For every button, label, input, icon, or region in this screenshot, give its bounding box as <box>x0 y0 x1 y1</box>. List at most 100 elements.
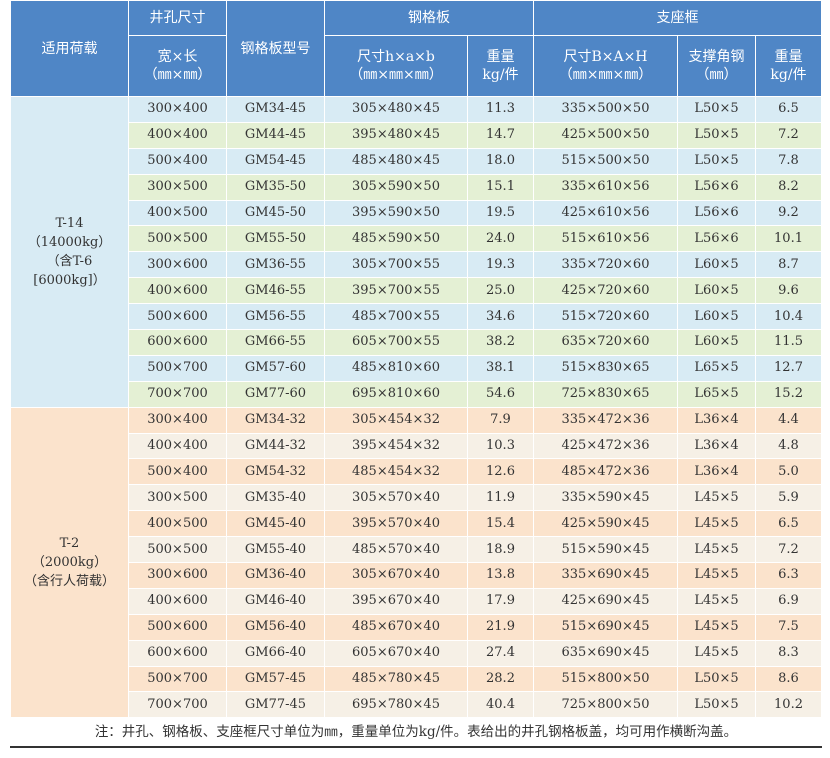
table-row: 300×500 GM35-40 305×570×40 11.9 335×590×45 L4… <box>11 484 823 512</box>
cell-frame-size: 515×690×45 <box>533 613 678 641</box>
table-row: 500×600 GM56-55 485×700×55 34.6 515×720×60 L6… <box>11 303 823 331</box>
cell-angle-steel: L60×5 <box>677 303 756 331</box>
cell-grating-weight: 15.1 <box>467 173 534 201</box>
cell-grating-size: 395×590×50 <box>324 199 468 227</box>
cell-grating-weight: 17.9 <box>467 587 534 615</box>
table-row: 600×600 GM66-40 605×670×40 27.4 635×690×45 L4… <box>11 639 823 667</box>
cell-frame-size: 335×500×50 <box>533 96 678 123</box>
load-class-cell: T-2 （2000kg） （含行人荷载） <box>10 406 129 719</box>
cell-grating-size: 605×670×40 <box>324 639 468 667</box>
cell-grating-weight: 11.3 <box>467 96 534 123</box>
cell-grating-weight: 18.9 <box>467 536 534 564</box>
cell-grating-size: 485×780×45 <box>324 665 468 693</box>
cell-frame-size: 335×610×56 <box>533 173 678 201</box>
cell-model: GM45-40 <box>226 510 325 538</box>
cell-angle-steel: L50×5 <box>677 121 756 149</box>
cell-grating-size: 305×700×55 <box>324 251 468 279</box>
cell-grating-weight: 54.6 <box>467 380 534 408</box>
cell-grating-size: 485×670×40 <box>324 613 468 641</box>
cell-grating-size: 395×570×40 <box>324 510 468 538</box>
cell-frame-weight: 6.9 <box>754 587 823 615</box>
cell-grating-weight: 25.0 <box>467 277 534 305</box>
cell-opening-size: 300×600 <box>128 251 227 279</box>
cell-grating-size: 695×780×45 <box>324 691 468 719</box>
cell-angle-steel: L36×4 <box>677 406 756 434</box>
cell-frame-size: 515×720×60 <box>533 303 678 331</box>
cell-model: GM35-50 <box>226 173 325 201</box>
cell-grating-weight: 38.2 <box>467 329 534 356</box>
cell-grating-size: 695×810×60 <box>324 380 468 408</box>
cell-model: GM46-40 <box>226 587 325 615</box>
cell-frame-size: 425×472×36 <box>533 432 678 460</box>
cell-frame-weight: 15.2 <box>754 380 823 408</box>
spec-table: 适用荷载 井孔尺寸 钢格板型号 钢格板 支座框 宽×长 （㎜×㎜） 尺寸h×a×… <box>9 0 823 749</box>
cell-model: GM56-40 <box>226 613 325 641</box>
cell-model: GM66-40 <box>226 639 325 667</box>
cell-model: GM34-45 <box>226 96 325 123</box>
cell-angle-steel: L45×5 <box>677 510 756 538</box>
cell-frame-weight: 6.3 <box>754 562 823 589</box>
cell-angle-steel: L50×5 <box>677 147 756 175</box>
cell-grating-weight: 24.0 <box>467 225 534 253</box>
table-row: 500×600 GM56-40 485×670×40 21.9 515×690×45 L4… <box>11 613 823 641</box>
cell-opening-size: 400×500 <box>128 199 227 227</box>
table-row: 300×500 GM35-50 305×590×50 15.1 335×610×56 L5… <box>11 173 823 201</box>
cell-grating-size: 485×700×55 <box>324 303 468 331</box>
header-load: 适用荷载 <box>10 0 129 97</box>
cell-frame-weight: 8.7 <box>754 251 823 279</box>
table-row: 700×700 GM77-60 695×810×60 54.6 725×830×65 L6… <box>11 380 823 408</box>
cell-frame-weight: 7.5 <box>754 613 823 641</box>
cell-grating-size: 395×480×45 <box>324 121 468 149</box>
cell-frame-size: 635×690×45 <box>533 639 678 667</box>
cell-grating-weight: 7.9 <box>467 406 534 434</box>
load-group-t2: T-2 （2000kg） （含行人荷载） 300×400 GM34-32 305×45… <box>10 406 823 719</box>
cell-model: GM54-45 <box>226 147 325 175</box>
cell-frame-weight: 4.4 <box>754 406 823 434</box>
cell-frame-size: 335×472×36 <box>533 406 678 434</box>
cell-grating-size: 485×590×50 <box>324 225 468 253</box>
spec-table-container: 适用荷载 井孔尺寸 钢格板型号 钢格板 支座框 宽×长 （㎜×㎜） 尺寸h×a×… <box>9 0 823 749</box>
cell-opening-size: 400×400 <box>128 432 227 460</box>
table-row: 500×700 GM57-45 485×780×45 28.2 515×800×50 L5… <box>11 665 823 693</box>
header-model: 钢格板型号 <box>226 0 325 97</box>
cell-angle-steel: L50×5 <box>677 96 756 123</box>
header-frame: 支座框 <box>532 0 823 36</box>
cell-grating-size: 605×700×55 <box>324 329 468 356</box>
cell-model: GM57-60 <box>226 354 325 382</box>
cell-model: GM34-32 <box>226 406 325 434</box>
cell-model: GM54-32 <box>226 458 325 486</box>
table-row: 400×400 GM44-32 395×454×32 10.3 425×472×36 L3… <box>11 432 823 460</box>
cell-grating-weight: 15.4 <box>467 510 534 538</box>
cell-model: GM44-32 <box>226 432 325 460</box>
cell-frame-weight: 10.4 <box>754 303 823 331</box>
cell-opening-size: 500×700 <box>128 665 227 693</box>
cell-grating-size: 305×570×40 <box>324 484 468 512</box>
table-row: 400×600 GM46-55 395×700×55 25.0 425×720×60 L6… <box>11 277 823 305</box>
cell-grating-weight: 18.0 <box>467 147 534 175</box>
cell-angle-steel: L65×5 <box>677 354 756 382</box>
cell-opening-size: 300×500 <box>128 173 227 201</box>
table-row: 400×400 GM44-45 395×480×45 14.7 425×500×50 L5… <box>11 121 823 149</box>
cell-frame-weight: 7.2 <box>754 536 823 564</box>
cell-grating-weight: 28.2 <box>467 665 534 693</box>
footnote: 注：井孔、钢格板、支座框尺寸单位为㎜，重量单位为kg/件。表给出的井孔钢格板盖，… <box>9 717 823 749</box>
load-group-t14: T-14 （14000kg） （含T-6 [6000kg]） 300×400 GM3… <box>10 96 823 408</box>
table-row: 600×600 GM66-55 605×700×55 38.2 635×720×60 L6… <box>11 329 823 356</box>
cell-opening-size: 300×400 <box>128 406 227 434</box>
cell-frame-weight: 8.2 <box>754 173 823 201</box>
cell-model: GM55-50 <box>226 225 325 253</box>
cell-angle-steel: L60×5 <box>677 329 756 356</box>
cell-frame-size: 425×720×60 <box>533 277 678 305</box>
table-row: 400×600 GM46-40 395×670×40 17.9 425×690×45 L4… <box>11 587 823 615</box>
cell-opening-size: 400×600 <box>128 277 227 305</box>
cell-grating-size: 485×480×45 <box>324 147 468 175</box>
cell-grating-weight: 27.4 <box>467 639 534 667</box>
cell-grating-weight: 14.7 <box>467 121 534 149</box>
table-header: 适用荷载 井孔尺寸 钢格板型号 钢格板 支座框 宽×长 （㎜×㎜） 尺寸h×a×… <box>10 0 823 97</box>
load-class-cell: T-14 （14000kg） （含T-6 [6000kg]） <box>10 96 129 408</box>
table-row: T-14 （14000kg） （含T-6 [6000kg]） 300×400 GM3… <box>10 96 823 408</box>
cell-frame-weight: 7.8 <box>754 147 823 175</box>
cell-model: GM36-40 <box>226 562 325 589</box>
cell-frame-size: 425×610×56 <box>533 199 678 227</box>
cell-frame-size: 515×500×50 <box>533 147 678 175</box>
